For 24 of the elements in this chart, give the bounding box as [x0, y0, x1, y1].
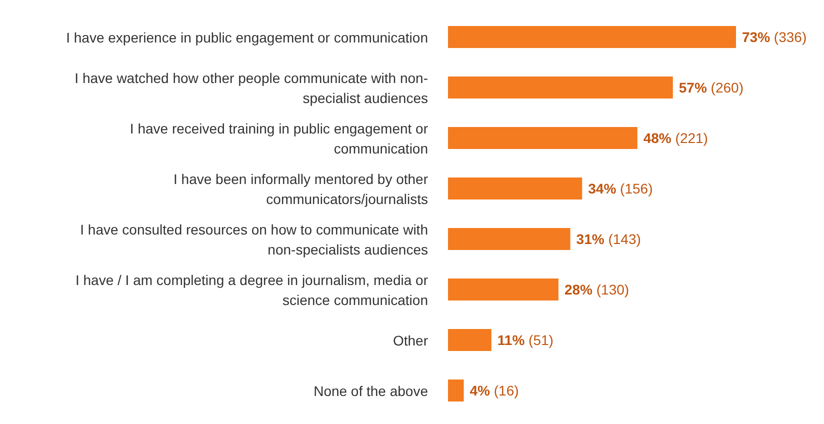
bar: [448, 380, 464, 402]
data-label: 11% (51): [497, 332, 554, 348]
y-tick-label: None of the above: [314, 382, 428, 399]
data-label: 57% (260): [678, 80, 744, 96]
data-label: 48% (221): [643, 130, 708, 146]
y-tick-label: Other: [392, 332, 428, 348]
data-label: 4% (16): [470, 382, 519, 398]
bar: [448, 228, 570, 250]
bar: [448, 26, 736, 48]
y-tick-label: I have watched how other people communicate with non-specialist audiences: [74, 70, 428, 106]
data-label: 73% (336): [742, 29, 807, 45]
data-label: 31% (143): [576, 231, 641, 247]
data-label: 28% (130): [564, 282, 630, 298]
y-tick-label: I have / I am completing a degree in journalism, media or science communication: [75, 272, 428, 308]
bar: [448, 76, 673, 98]
bar: [448, 127, 638, 149]
y-tick-label: I have experience in public engagement or communication: [66, 29, 428, 46]
y-tick-label: I have consulted resources on how to communicate with non-specialists audiences: [80, 221, 428, 258]
y-tick-label: I have been informally mentored by other communicators/journalists: [174, 170, 428, 207]
bar: [448, 178, 582, 200]
data-label: 34% (156): [588, 180, 653, 196]
bar: [448, 329, 492, 351]
y-tick-label: I have received training in public engagement or communication: [130, 120, 428, 156]
bar: [448, 278, 558, 300]
